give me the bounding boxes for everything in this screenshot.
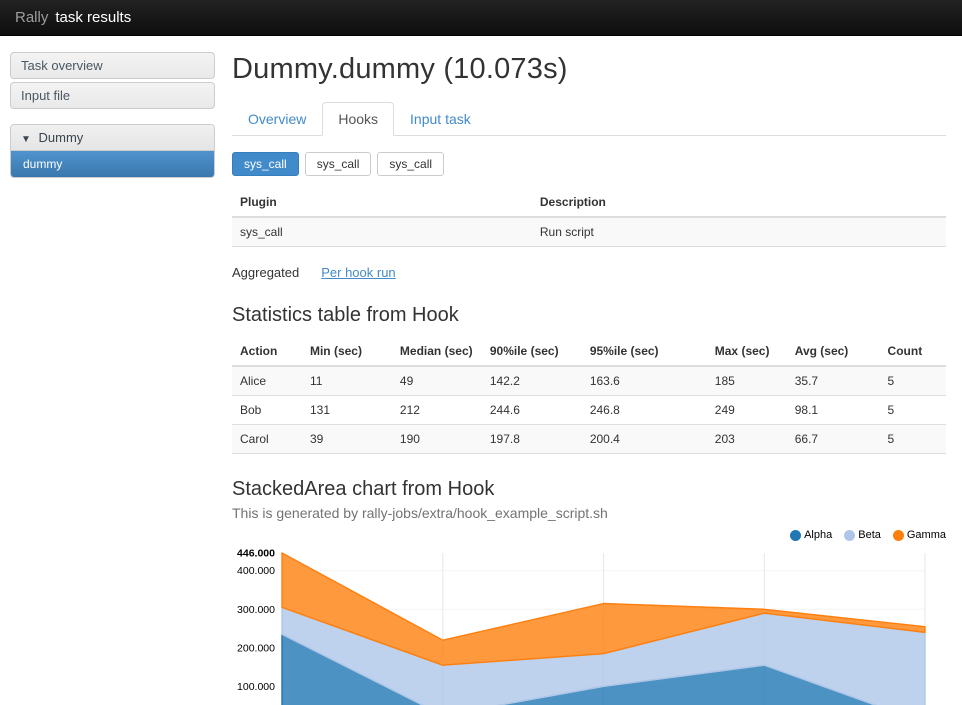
cell: 39 [309, 432, 324, 446]
min-header: Min (sec) [301, 337, 392, 367]
cell: Bob [240, 403, 262, 417]
legend-item-gamma[interactable]: Gamma [892, 529, 946, 541]
cell: 35.7 [794, 374, 819, 388]
svg-text:100.000: 100.000 [237, 681, 275, 693]
cell: 244.6 [489, 403, 520, 417]
legend-item-alpha[interactable]: Alpha [790, 529, 832, 541]
p90-header: 90%ile (sec) [481, 337, 582, 367]
svg-text:200.000: 200.000 [237, 642, 275, 654]
cell: 11 [309, 374, 323, 388]
statistics-table: Action Min (sec) Median (sec) 90%ile (se… [232, 337, 946, 454]
sidebar-item-input-file[interactable]: Input file [10, 82, 215, 109]
cell: 163.6 [589, 374, 620, 388]
cell: Carol [240, 432, 269, 446]
cell: 5 [887, 374, 895, 388]
description-cell: Run script [539, 225, 594, 239]
caret-down-icon: ▼ [21, 134, 31, 145]
sidebar-group-toggle[interactable]: ▼ Dummy [11, 125, 214, 151]
sidebar-group-label: Dummy [38, 130, 84, 145]
cell: 66.7 [794, 432, 819, 446]
description-header: Description [531, 188, 946, 218]
legend-label: Alpha [804, 529, 833, 541]
plugin-table-header-row: Plugin Description [232, 188, 946, 218]
navbar-title: task results [55, 9, 132, 26]
aggregated-label: Aggregated [232, 265, 300, 280]
tab-overview[interactable]: Overview [248, 111, 307, 127]
table-row: Alice 11 49 142.2 163.6 185 35.7 5 [232, 366, 946, 396]
p95-header: 95%ile (sec) [581, 337, 707, 367]
sidebar: Task overview Input file ▼ Dummy dummy [10, 52, 215, 178]
hook-run-buttons: sys_call sys_call sys_call [232, 152, 946, 176]
cell: 197.8 [489, 432, 520, 446]
median-header: Median (sec) [391, 337, 482, 367]
rally-brand-link[interactable]: Rally [15, 9, 49, 26]
sidebar-group-dummy: ▼ Dummy dummy [10, 124, 215, 178]
sidebar-item-task-overview[interactable]: Task overview [10, 52, 215, 79]
sidebar-item-dummy-selected[interactable]: dummy [11, 151, 214, 177]
hook-button-sys-call-2[interactable]: sys_call [304, 152, 372, 176]
cell: 49 [399, 374, 414, 388]
chart-subtitle: This is generated by rally-jobs/extra/ho… [232, 505, 608, 521]
cell: 98.1 [794, 403, 819, 417]
svg-text:300.000: 300.000 [237, 604, 275, 616]
action-header: Action [232, 337, 302, 367]
hook-button-sys-call-3[interactable]: sys_call [377, 152, 445, 176]
view-toggle: Aggregated Per hook run [232, 265, 946, 280]
plugin-header: Plugin [232, 188, 532, 218]
alpha-series-dot-icon [790, 529, 802, 541]
main-content: Dummy.dummy (10.073s) Overview Hooks Inp… [232, 36, 946, 705]
table-row: Bob 131 212 244.6 246.8 249 98.1 5 [232, 395, 946, 425]
cell: 5 [887, 403, 895, 417]
beta-series-dot-icon [844, 529, 856, 541]
cell: 131 [309, 403, 330, 417]
cell: 249 [714, 403, 735, 417]
cell: 200.4 [589, 432, 620, 446]
cell: 142.2 [489, 374, 520, 388]
svg-text:400.000: 400.000 [237, 565, 275, 577]
table-row: sys_call Run script [232, 217, 946, 247]
per-hook-run-link[interactable]: Per hook run [321, 265, 396, 280]
avg-header: Avg (sec) [786, 337, 880, 367]
legend-item-beta[interactable]: Beta [844, 529, 881, 541]
cell: Alice [240, 374, 267, 388]
plugin-cell: sys_call [240, 225, 283, 239]
chart-legend: Alpha Beta Gamma [232, 529, 946, 541]
gamma-series-dot-icon [892, 529, 904, 541]
cell: 5 [887, 432, 895, 446]
stacked-area-chart: 0.000100.000200.000300.000400.000446.000… [237, 548, 926, 705]
page-title: Dummy.dummy (10.073s) [232, 53, 568, 85]
statistics-table-title: Statistics table from Hook [232, 304, 459, 326]
top-navbar: Rally task results [0, 0, 962, 36]
tab-bar: Overview Hooks Input task [232, 102, 946, 136]
legend-label: Beta [858, 529, 881, 541]
cell: 203 [714, 432, 735, 446]
max-header: Max (sec) [706, 337, 787, 367]
count-header: Count [879, 337, 946, 367]
cell: 190 [399, 432, 420, 446]
plugin-table: Plugin Description sys_call Run script [232, 188, 946, 247]
cell: 185 [714, 374, 735, 388]
svg-text:446.000: 446.000 [237, 548, 275, 560]
hook-button-sys-call-1[interactable]: sys_call [232, 152, 299, 176]
legend-label: Gamma [906, 529, 946, 541]
chart-title: StackedArea chart from Hook [232, 478, 495, 500]
cell: 246.8 [589, 403, 620, 417]
table-row: Carol 39 190 197.8 200.4 203 66.7 5 [232, 424, 946, 454]
tab-hooks[interactable]: Hooks [322, 102, 395, 136]
statistics-header-row: Action Min (sec) Median (sec) 90%ile (se… [232, 337, 946, 367]
cell: 212 [399, 403, 420, 417]
tab-input-task[interactable]: Input task [410, 111, 471, 127]
